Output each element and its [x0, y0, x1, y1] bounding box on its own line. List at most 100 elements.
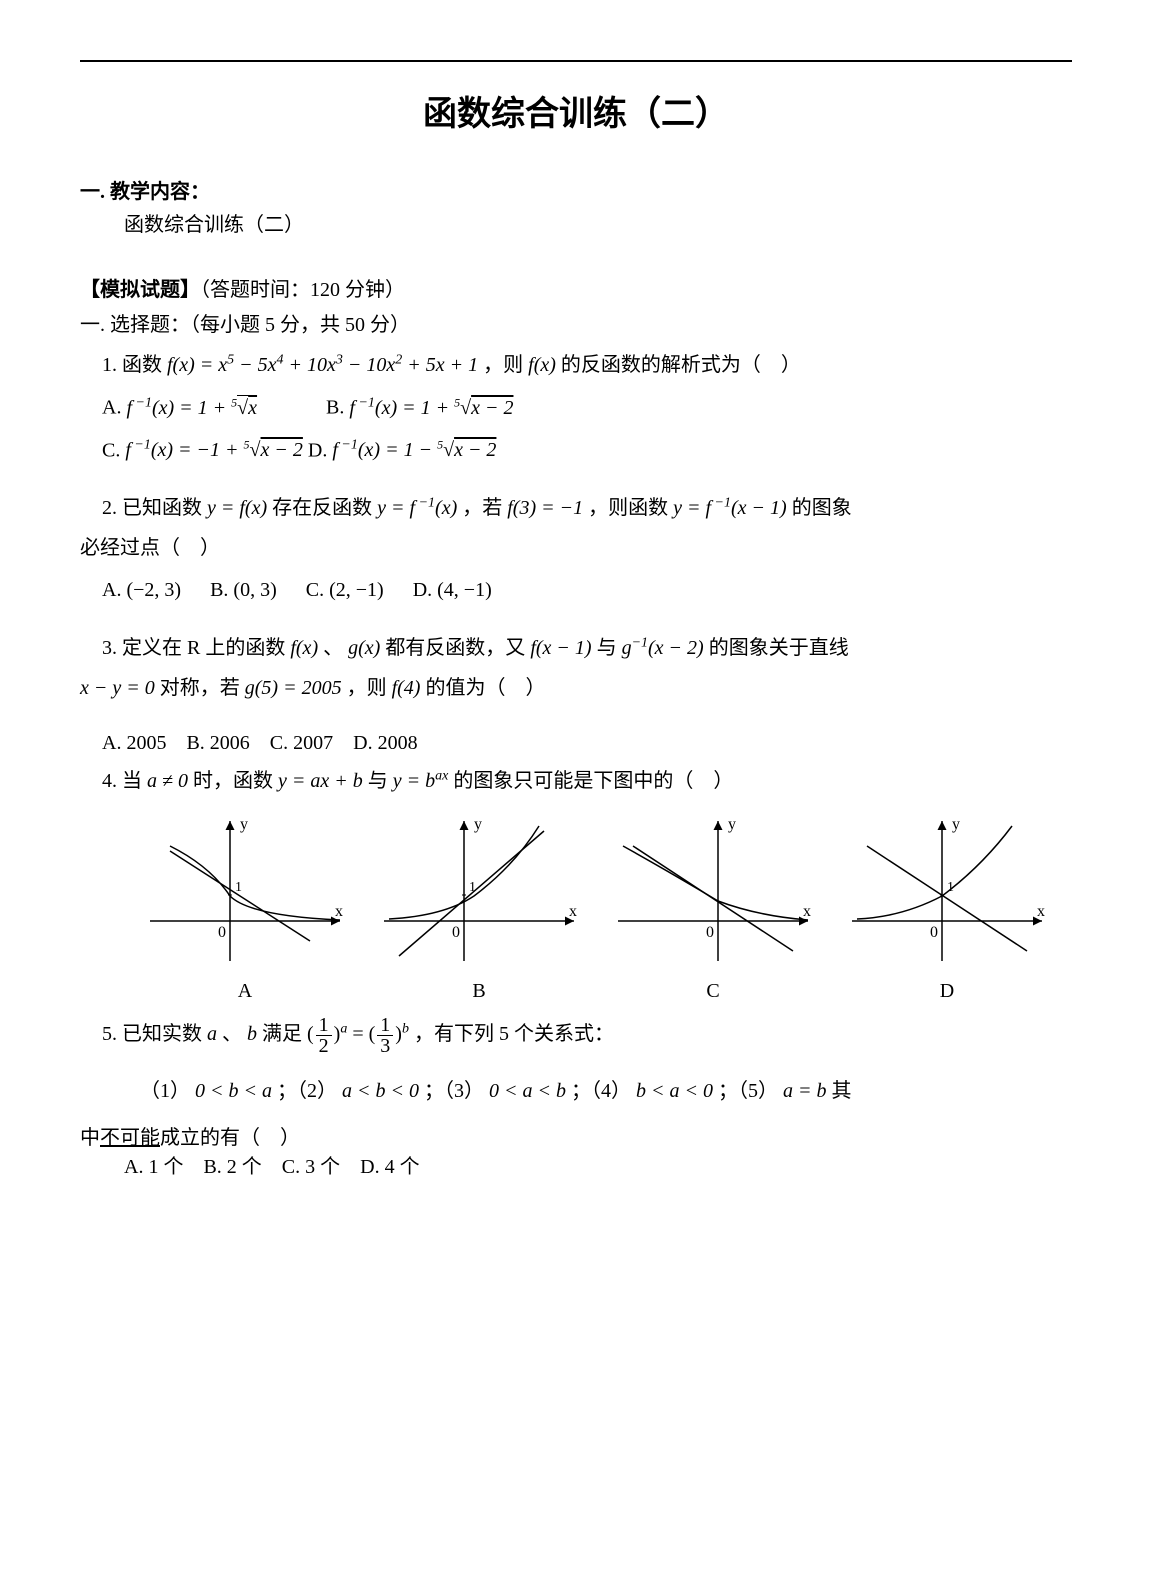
q2-d: ，则函数	[588, 497, 673, 519]
q2-D-label: D.	[413, 579, 432, 601]
q2-c: ，若	[462, 497, 507, 519]
svg-text:y: y	[728, 816, 736, 833]
q3-e: 的图象关于直线	[709, 637, 849, 659]
q5-r3: 0 < a < b	[489, 1080, 566, 1102]
q4-b: 时，函数	[193, 770, 278, 792]
svg-text:x: x	[803, 903, 811, 920]
q5-r2: a < b < 0	[342, 1080, 419, 1102]
svg-text:y: y	[474, 816, 482, 833]
q3-line2: x − y = 0 对称，若 g(5) = 2005 ，则 f(4) 的值为（ …	[80, 668, 1072, 708]
q4-chart-C: y x 0 C	[608, 811, 818, 1003]
q3-m4: g−1(x − 2)	[622, 637, 704, 659]
q5-options: A. 1 个 B. 2 个 C. 3 个 D. 4 个	[124, 1150, 1072, 1179]
q2-options: A. (−2, 3) B. (0, 3) C. (2, −1) D. (4, −…	[102, 578, 1072, 602]
q1-C-label: C.	[102, 439, 120, 461]
question-1: 1. 函数 f(x) = x5 − 5x4 + 10x3 − 10x2 + 5x…	[80, 345, 1072, 385]
svg-text:1: 1	[235, 880, 242, 895]
q5-l3b: 成立的有（ ）	[160, 1127, 300, 1149]
q3-l2a: x − y = 0	[80, 677, 155, 699]
exam-head-rest: （答题时间：120 分钟）	[200, 279, 405, 301]
q5-r1: 0 < b < a	[195, 1080, 272, 1102]
q5-a: 5. 已知实数	[102, 1023, 207, 1045]
svg-text:0: 0	[452, 924, 460, 941]
q2-e: 的图象	[792, 497, 852, 519]
q4-chart-A: y x 0 1 A	[140, 811, 350, 1003]
q3-m1: f(x)	[290, 637, 318, 659]
q3-l2e: f(4)	[392, 677, 421, 699]
q4-chart-B-label: B	[374, 980, 584, 1003]
q1-suffix: 的反函数的解析式为（ ）	[561, 354, 801, 376]
q5-r2n: ；（2）	[277, 1080, 337, 1102]
q2-a: 2. 已知函数	[102, 497, 207, 519]
q5-l3a: 中	[80, 1127, 100, 1149]
q4-d: 的图象只可能是下图中的（ ）	[453, 770, 733, 792]
q3-a: 3. 定义在 R 上的函数	[102, 637, 290, 659]
q3-m2: g(x)	[348, 637, 380, 659]
axis-y-label: y	[240, 816, 248, 833]
exam-head: 【模拟试题】（答题时间：120 分钟）	[80, 273, 1072, 302]
q3-options: A. 2005 B. 2006 C. 2007 D. 2008	[102, 726, 1072, 755]
q4-m2: y = ax + b	[278, 770, 363, 792]
q1-B: f −1(x) = 1 + 5√x − 2	[349, 397, 513, 419]
q5-d: ，有下列 5 个关系式：	[414, 1023, 614, 1045]
question-5: 5. 已知实数 a 、 b 满足 (12)a = (13)b ，有下列 5 个关…	[80, 1015, 1072, 1056]
q5-b: 、	[222, 1023, 242, 1045]
exam-head-bold: 【模拟试题】	[80, 279, 200, 301]
svg-text:x: x	[569, 903, 577, 920]
svg-text:1: 1	[469, 880, 476, 895]
q3-d: 与	[597, 637, 622, 659]
axis-x-label: x	[335, 903, 343, 920]
q5-r5: a = b	[783, 1080, 827, 1102]
q4-chart-D-label: D	[842, 980, 1052, 1003]
q4-chart-B: y x 0 1 B	[374, 811, 584, 1003]
q2-B-label: B.	[210, 579, 228, 601]
q1-options-row1: A. f −1(x) = 1 + 5√x B. f −1(x) = 1 + 5√…	[102, 395, 1072, 420]
q4-chart-A-label: A	[140, 980, 350, 1003]
q1-C: f −1(x) = −1 + 5√x − 2	[125, 439, 303, 461]
question-2: 2. 已知函数 y = f(x) 存在反函数 y = f −1(x) ，若 f(…	[80, 488, 1072, 528]
q4-a: 4. 当	[102, 770, 147, 792]
question-3: 3. 定义在 R 上的函数 f(x) 、 g(x) 都有反函数，又 f(x − …	[80, 628, 1072, 668]
q3-l2f: 的值为（ ）	[425, 677, 545, 699]
q1-fx2: f(x)	[528, 354, 556, 376]
q2-m1: y = f(x)	[207, 497, 267, 519]
q1-A: f −1(x) = 1 + 5√x	[126, 397, 257, 419]
question-4: 4. 当 a ≠ 0 时，函数 y = ax + b 与 y = bax 的图象…	[80, 761, 1072, 801]
q1-A-label: A.	[102, 397, 121, 419]
q5-relations: （1） 0 < b < a ；（2） a < b < 0 ；（3） 0 < a …	[140, 1074, 1072, 1103]
q5-r5n: ；（5）	[718, 1080, 778, 1102]
part1-head: 一. 选择题：（每小题 5 分，共 50 分）	[80, 308, 1072, 337]
svg-text:x: x	[1037, 903, 1045, 920]
svg-text:0: 0	[930, 924, 938, 941]
q5-line3: 中不可能成立的有（ ）	[80, 1121, 1072, 1150]
q1-B-label: B.	[326, 397, 344, 419]
q2-b: 存在反函数	[272, 497, 377, 519]
q3-m3: f(x − 1)	[530, 637, 591, 659]
q1-fx: f(x) = x5 − 5x4 + 10x3 − 10x2 + 5x + 1	[167, 354, 478, 376]
q2-m4: y = f −1(x − 1)	[673, 497, 787, 519]
q5-r3n: ；（3）	[424, 1080, 484, 1102]
q3-l2b: 对称，若	[160, 677, 245, 699]
q3-b: 、	[323, 637, 343, 659]
q4-c: 与	[368, 770, 393, 792]
q2-C: (2, −1)	[329, 579, 384, 601]
q2-B: (0, 3)	[233, 579, 276, 601]
q5-c: 满足	[262, 1023, 307, 1045]
q3-l2d: ，则	[347, 677, 392, 699]
q2-m2: y = f −1(x)	[377, 497, 457, 519]
q5-mb: b	[247, 1023, 257, 1045]
svg-text:0: 0	[706, 924, 714, 941]
q3-l2c: g(5) = 2005	[245, 677, 342, 699]
svg-text:y: y	[952, 816, 960, 833]
teaching-content-head: 一. 教学内容：	[80, 175, 1072, 204]
q1-mid: ，则	[483, 354, 528, 376]
q2-m3: f(3) = −1	[507, 497, 583, 519]
q3-c: 都有反函数，又	[385, 637, 530, 659]
q2-line2: 必经过点（ ）	[80, 528, 1072, 568]
q1-options-row2: C. f −1(x) = −1 + 5√x − 2 D. f −1(x) = 1…	[102, 438, 1072, 463]
q2-D: (4, −1)	[437, 579, 492, 601]
q5-rend: 其	[832, 1080, 852, 1102]
q4-chart-C-label: C	[608, 980, 818, 1003]
origin-label: 0	[218, 924, 226, 941]
q1-D-label: D.	[308, 439, 327, 461]
